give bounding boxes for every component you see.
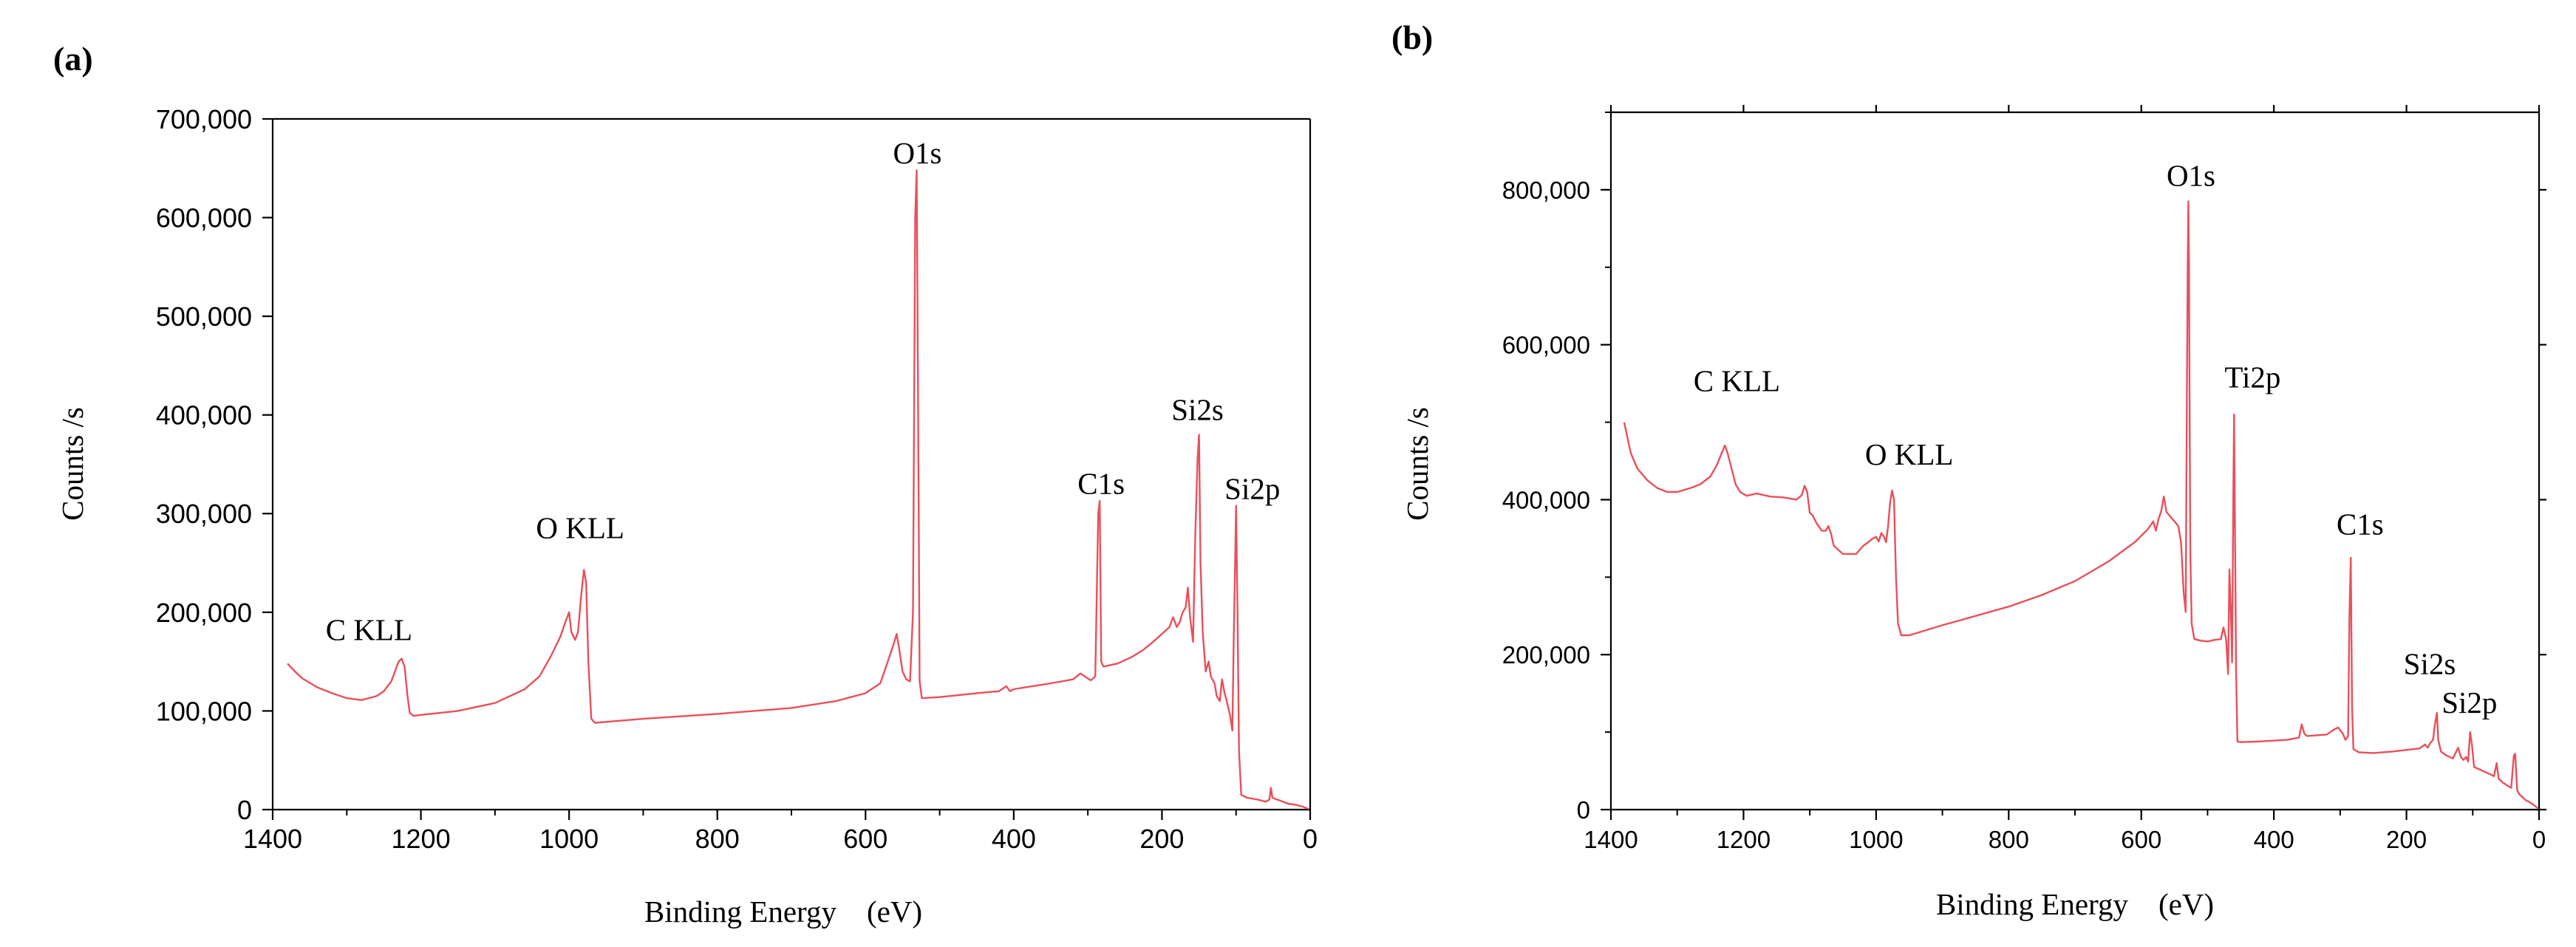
y-tick-label: 300,000: [156, 499, 252, 529]
peak-annotation: Si2s: [2404, 646, 2456, 680]
x-tick-label: 400: [992, 824, 1036, 854]
peak-annotation: Si2p: [1224, 471, 1280, 505]
peak-annotation: C KLL: [1694, 364, 1780, 398]
peak-annotation: C1s: [2337, 507, 2384, 541]
y-tick-label: 700,000: [156, 104, 252, 134]
x-tick-label: 800: [695, 824, 740, 854]
y-tick-label: 800,000: [1502, 177, 1590, 204]
spectrum-line: [1623, 200, 2538, 809]
spectrum-line: [287, 169, 1309, 810]
x-tick-label: 200: [2386, 826, 2427, 853]
y-tick-label: 600,000: [1502, 332, 1590, 359]
chart-panel-b: (b) 1400 1200 1000 800 600 400 200 0 0 200,000 400,…: [1391, 18, 2546, 921]
peak-annotation: Ti2p: [2224, 360, 2280, 394]
y-tick-label: 0: [237, 795, 252, 825]
y-tick-label: 0: [1577, 796, 1590, 824]
x-tick-label: 1200: [1717, 826, 1771, 853]
x-tick-label: 0: [1303, 824, 1318, 854]
y-tick-label: 200,000: [156, 598, 252, 628]
x-tick-label: 800: [1989, 826, 2029, 853]
peak-annotation: O1s: [893, 136, 941, 170]
peak-annotation: C KLL: [326, 612, 412, 646]
y-axis-label: Counts /s: [1400, 407, 1434, 521]
peak-annotation: O KLL: [536, 511, 624, 545]
peak-annotation: O1s: [2167, 159, 2215, 193]
y-axis-label: Counts /s: [55, 407, 89, 521]
peak-annotation: Si2p: [2442, 686, 2497, 719]
peak-annotation: O KLL: [1865, 437, 1954, 471]
y-tick-label: 400,000: [1502, 486, 1590, 513]
y-tick-label: 400,000: [156, 400, 252, 431]
peak-annotation: Si2s: [1171, 392, 1224, 426]
x-tick-label: 600: [2121, 826, 2161, 853]
x-axis-label: Binding Energy (eV): [1936, 887, 2214, 921]
x-tick-label: 1000: [539, 824, 599, 854]
x-axis-label: Binding Energy (eV): [644, 895, 922, 929]
y-tick-label: 100,000: [156, 696, 252, 726]
x-tick-label: 1400: [1584, 826, 1638, 853]
y-tick-label: 200,000: [1502, 641, 1590, 669]
x-tick-label: 1200: [392, 824, 451, 854]
y-tick-label: 500,000: [156, 301, 252, 332]
x-tick-label: 1000: [1849, 826, 1903, 853]
y-tick-label: 600,000: [156, 203, 252, 233]
x-tick-label: 400: [2254, 826, 2294, 853]
panel-label: (a): [53, 40, 93, 78]
x-tick-label: 1400: [243, 824, 302, 854]
x-tick-label: 200: [1139, 824, 1184, 854]
peak-annotation: C1s: [1077, 467, 1125, 501]
chart-panel-a: (a) 1400 1200 1000 800 600 400 200 0 0 100,000 200,…: [53, 40, 1318, 929]
x-tick-label: 600: [843, 824, 887, 854]
x-tick-label: 0: [2532, 826, 2546, 853]
panel-label: (b): [1391, 18, 1433, 56]
